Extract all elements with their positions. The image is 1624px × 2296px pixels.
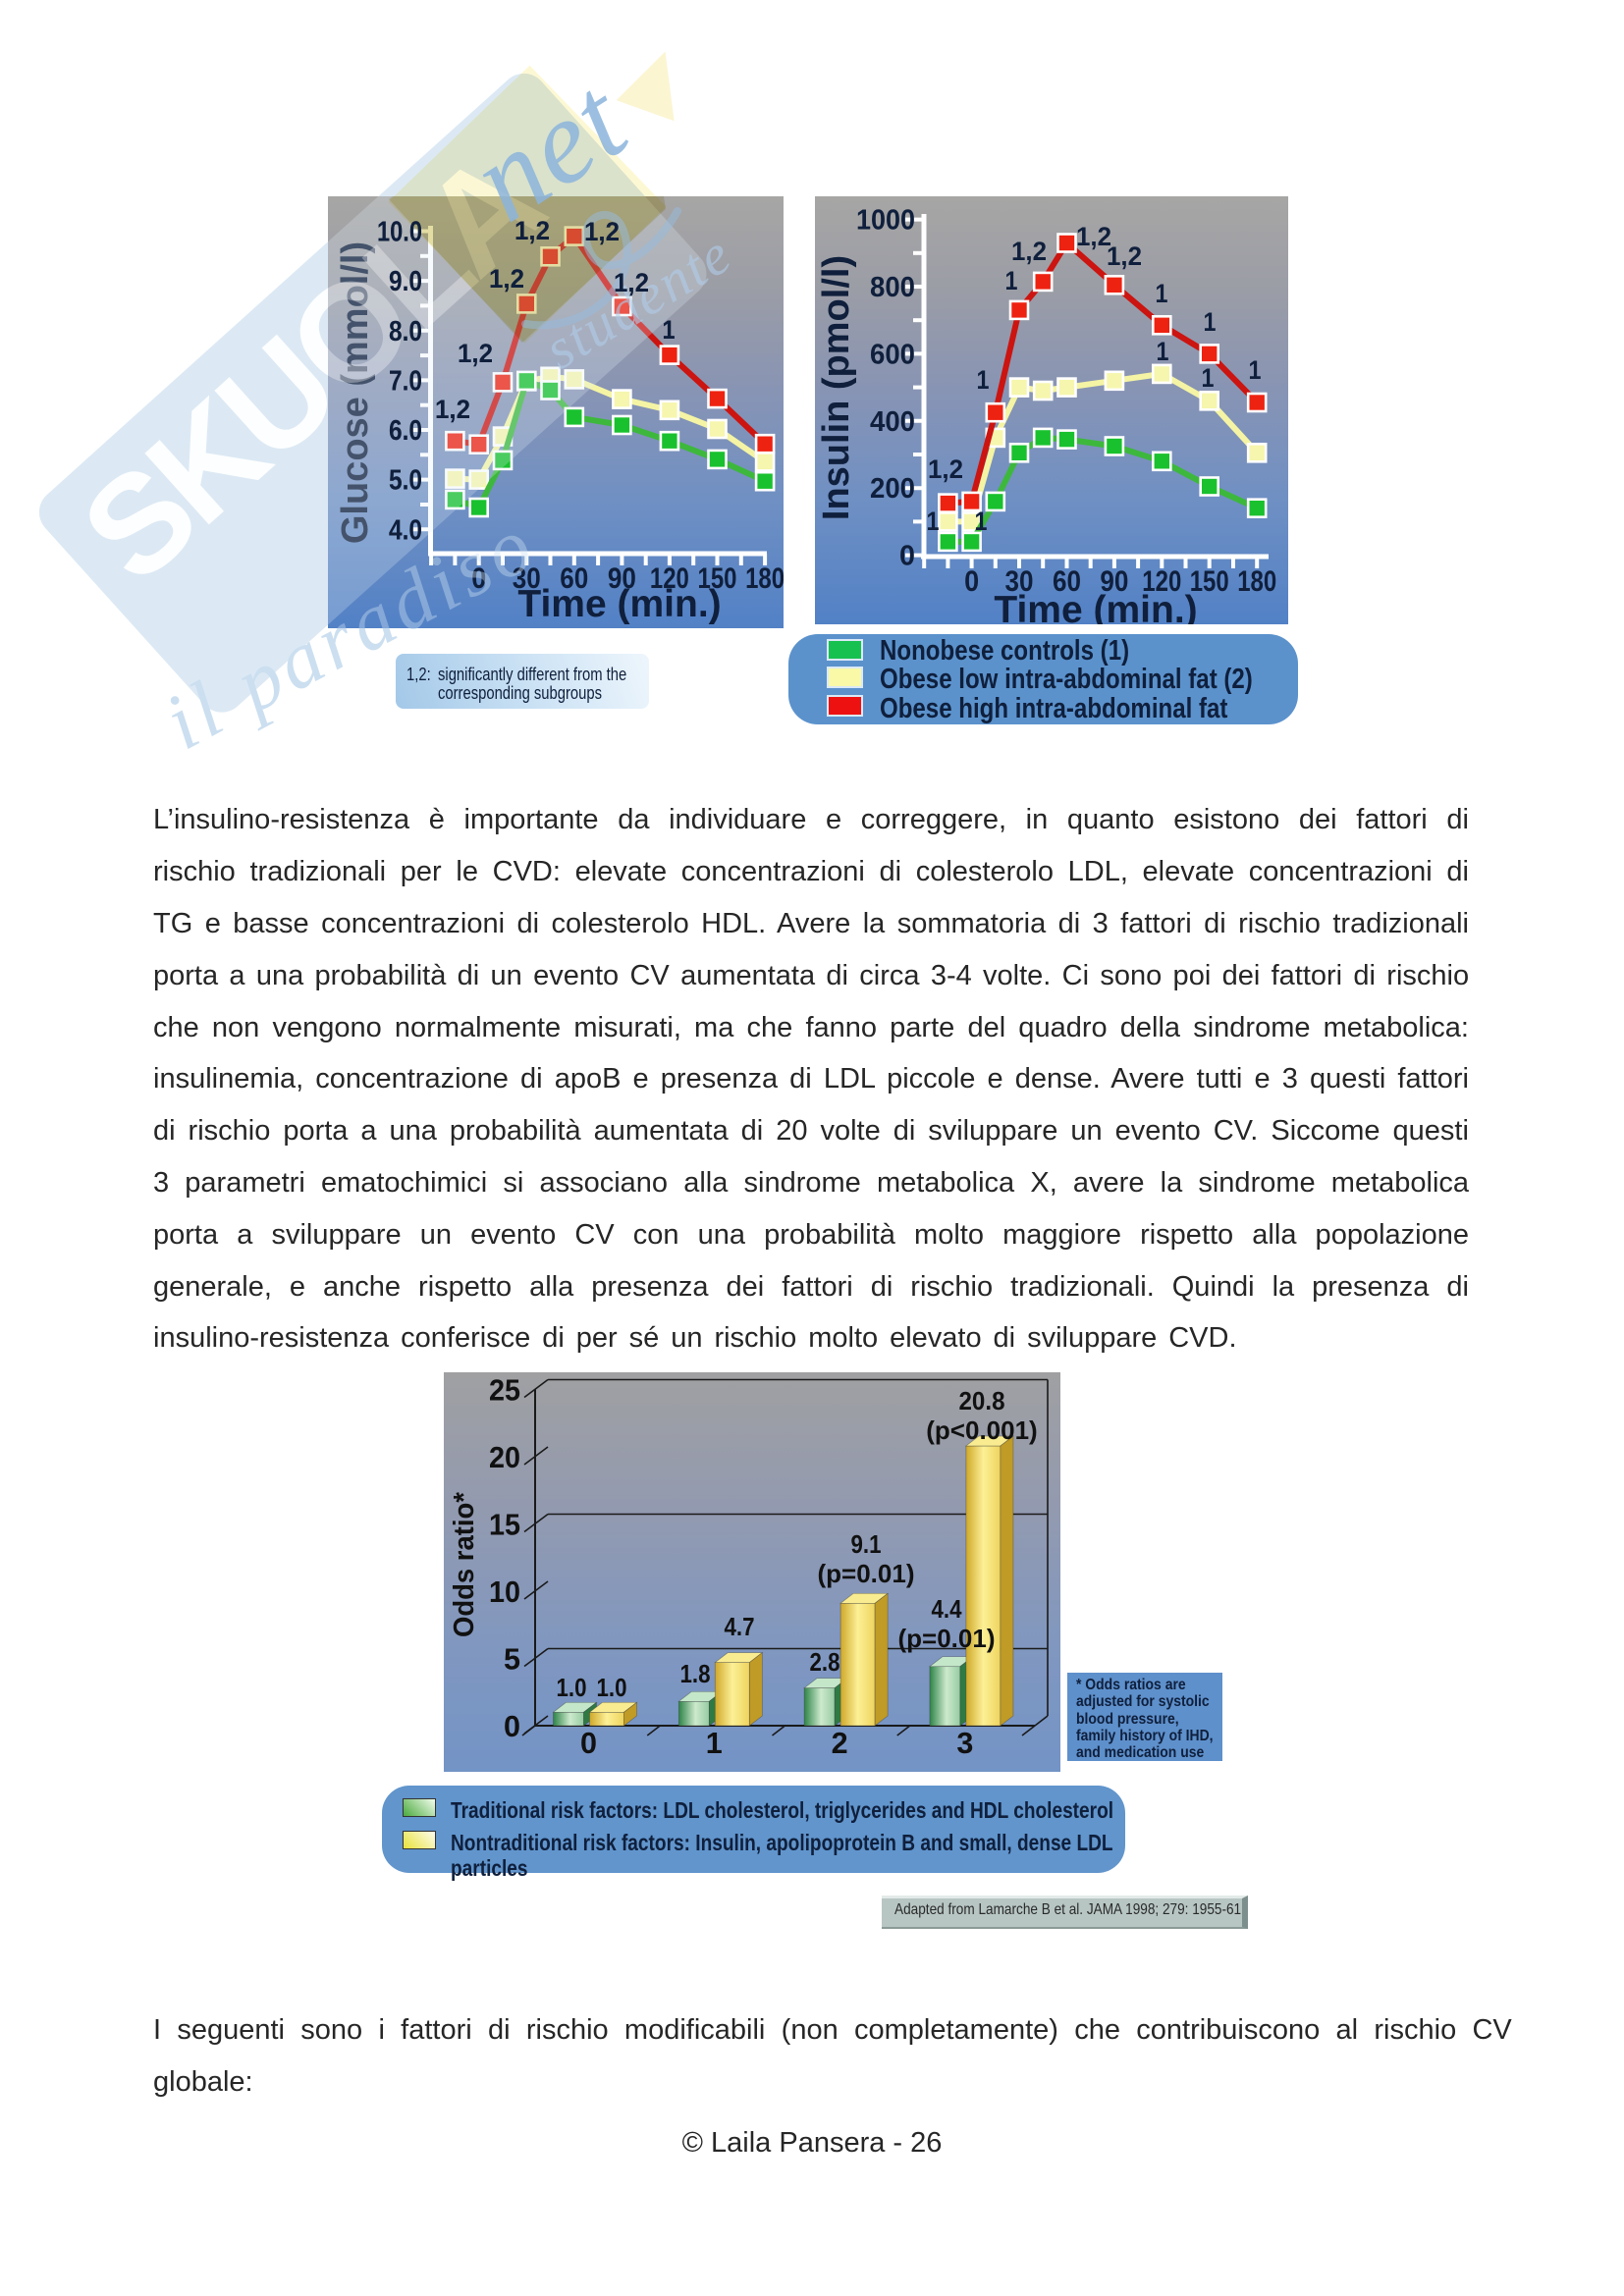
svg-text:1: 1 — [975, 507, 988, 536]
svg-text:25: 25 — [489, 1373, 520, 1408]
svg-text:15: 15 — [489, 1508, 520, 1542]
svg-text:1: 1 — [1249, 355, 1262, 385]
svg-text:150: 150 — [698, 562, 737, 595]
svg-text:Glucose (mmol/l): Glucose (mmol/l) — [335, 241, 376, 544]
svg-text:20.8: 20.8 — [959, 1386, 1005, 1415]
svg-text:4.7: 4.7 — [725, 1612, 755, 1641]
svg-text:1,2: 1,2 — [1011, 237, 1047, 266]
svg-text:200: 200 — [870, 473, 915, 505]
svg-text:9.1: 9.1 — [851, 1529, 882, 1559]
svg-text:Odds ratio*: Odds ratio* — [449, 1491, 480, 1637]
svg-text:1,2: 1,2 — [435, 395, 470, 424]
svg-text:1: 1 — [1202, 363, 1215, 393]
svg-text:(p=0.01): (p=0.01) — [818, 1559, 915, 1588]
svg-text:1,2: 1,2 — [458, 339, 493, 368]
svg-text:0: 0 — [899, 541, 915, 572]
svg-text:0: 0 — [580, 1726, 597, 1760]
svg-text:(p=0.01): (p=0.01) — [898, 1624, 996, 1653]
svg-text:1,2: 1,2 — [584, 217, 620, 246]
svg-text:1000: 1000 — [856, 205, 915, 237]
svg-text:1,2: 1,2 — [1076, 222, 1111, 251]
svg-text:600: 600 — [870, 339, 915, 370]
svg-text:120: 120 — [1142, 565, 1181, 598]
svg-text:1: 1 — [1157, 337, 1169, 366]
svg-text:2.8: 2.8 — [810, 1647, 840, 1677]
svg-text:4.0: 4.0 — [389, 514, 422, 546]
svg-text:6.0: 6.0 — [389, 415, 422, 447]
svg-text:1: 1 — [927, 507, 940, 536]
svg-text:1,2: 1,2 — [1107, 241, 1142, 271]
svg-text:5.0: 5.0 — [389, 465, 422, 497]
svg-text:1: 1 — [1156, 279, 1168, 308]
svg-text:Insulin (pmol/l): Insulin (pmol/l) — [816, 255, 857, 520]
svg-text:7.0: 7.0 — [389, 365, 422, 397]
svg-text:120: 120 — [650, 562, 689, 595]
svg-text:1,2: 1,2 — [435, 395, 470, 424]
svg-text:Time (min.): Time (min.) — [994, 589, 1197, 624]
svg-text:10.0: 10.0 — [377, 217, 422, 248]
svg-text:1,2: 1,2 — [928, 454, 963, 484]
svg-text:4.0: 4.0 — [389, 514, 422, 546]
svg-text:8.0: 8.0 — [389, 316, 422, 347]
svg-text:1,2: 1,2 — [489, 264, 524, 294]
svg-text:5.0: 5.0 — [389, 465, 422, 497]
svg-text:30: 30 — [513, 562, 541, 595]
svg-text:(p<0.001): (p<0.001) — [926, 1415, 1037, 1445]
svg-text:9.0: 9.0 — [389, 266, 422, 297]
svg-text:7.0: 7.0 — [389, 365, 422, 397]
svg-text:1: 1 — [977, 365, 990, 395]
svg-text:30: 30 — [1005, 565, 1034, 598]
svg-text:4.4: 4.4 — [932, 1594, 962, 1624]
svg-text:800: 800 — [870, 272, 915, 303]
svg-text:2: 2 — [832, 1726, 848, 1760]
svg-text:1: 1 — [706, 1726, 723, 1760]
svg-text:90: 90 — [608, 562, 636, 595]
svg-text:20: 20 — [489, 1440, 520, 1474]
svg-text:1,2: 1,2 — [614, 268, 649, 297]
svg-text:8.0: 8.0 — [389, 316, 422, 347]
svg-text:3: 3 — [956, 1726, 973, 1760]
svg-text:1: 1 — [1204, 307, 1217, 337]
svg-text:0: 0 — [471, 562, 486, 595]
svg-text:60: 60 — [1053, 565, 1081, 598]
svg-text:1,2: 1,2 — [514, 216, 550, 245]
svg-text:1: 1 — [1005, 266, 1018, 295]
svg-text:Time (min.): Time (min.) — [517, 583, 721, 625]
svg-text:1.0: 1.0 — [597, 1673, 627, 1702]
svg-text:1.0: 1.0 — [557, 1673, 587, 1702]
svg-text:150: 150 — [1190, 565, 1229, 598]
svg-text:0: 0 — [964, 565, 979, 598]
svg-text:1,2: 1,2 — [458, 339, 493, 368]
svg-text:10: 10 — [489, 1575, 520, 1609]
svg-text:60: 60 — [560, 562, 588, 595]
svg-text:0: 0 — [504, 1709, 520, 1743]
svg-text:180: 180 — [745, 562, 784, 595]
svg-text:9.0: 9.0 — [389, 266, 422, 297]
svg-text:5: 5 — [504, 1642, 520, 1677]
svg-text:180: 180 — [1237, 565, 1276, 598]
svg-text:1: 1 — [663, 315, 676, 345]
svg-text:400: 400 — [870, 406, 915, 438]
svg-text:1.8: 1.8 — [680, 1659, 711, 1688]
svg-text:90: 90 — [1100, 565, 1128, 598]
svg-text:6.0: 6.0 — [389, 415, 422, 447]
svg-text:1: 1 — [663, 315, 676, 345]
